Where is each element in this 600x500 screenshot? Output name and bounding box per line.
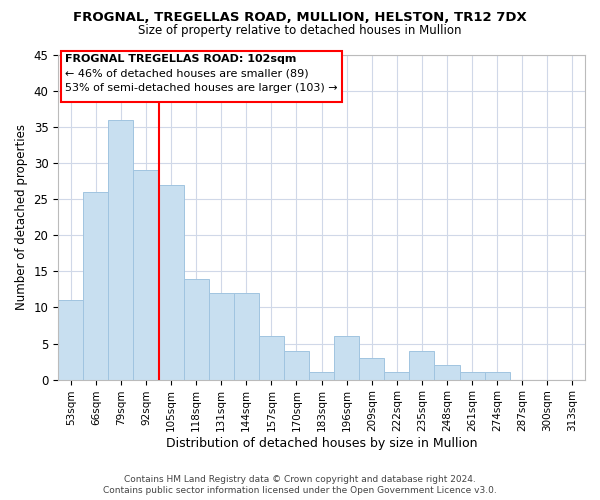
Bar <box>133 170 158 380</box>
Bar <box>309 372 334 380</box>
Text: ← 46% of detached houses are smaller (89): ← 46% of detached houses are smaller (89… <box>65 68 309 78</box>
Text: 53% of semi-detached houses are larger (103) →: 53% of semi-detached houses are larger (… <box>65 82 338 92</box>
Bar <box>209 293 234 380</box>
Text: Contains HM Land Registry data © Crown copyright and database right 2024.: Contains HM Land Registry data © Crown c… <box>124 475 476 484</box>
Bar <box>58 300 83 380</box>
Text: FROGNAL TREGELLAS ROAD: 102sqm: FROGNAL TREGELLAS ROAD: 102sqm <box>65 54 297 64</box>
Bar <box>158 185 184 380</box>
Bar <box>384 372 409 380</box>
Bar <box>284 350 309 380</box>
Bar <box>434 365 460 380</box>
Bar <box>359 358 384 380</box>
Text: FROGNAL, TREGELLAS ROAD, MULLION, HELSTON, TR12 7DX: FROGNAL, TREGELLAS ROAD, MULLION, HELSTO… <box>73 11 527 24</box>
Bar <box>259 336 284 380</box>
Bar <box>485 372 510 380</box>
Y-axis label: Number of detached properties: Number of detached properties <box>15 124 28 310</box>
Text: Contains public sector information licensed under the Open Government Licence v3: Contains public sector information licen… <box>103 486 497 495</box>
Bar <box>109 120 133 380</box>
Bar <box>234 293 259 380</box>
Bar <box>83 192 109 380</box>
Bar <box>460 372 485 380</box>
X-axis label: Distribution of detached houses by size in Mullion: Distribution of detached houses by size … <box>166 437 478 450</box>
Text: Size of property relative to detached houses in Mullion: Size of property relative to detached ho… <box>138 24 462 37</box>
Bar <box>409 350 434 380</box>
Bar <box>334 336 359 380</box>
Bar <box>184 278 209 380</box>
